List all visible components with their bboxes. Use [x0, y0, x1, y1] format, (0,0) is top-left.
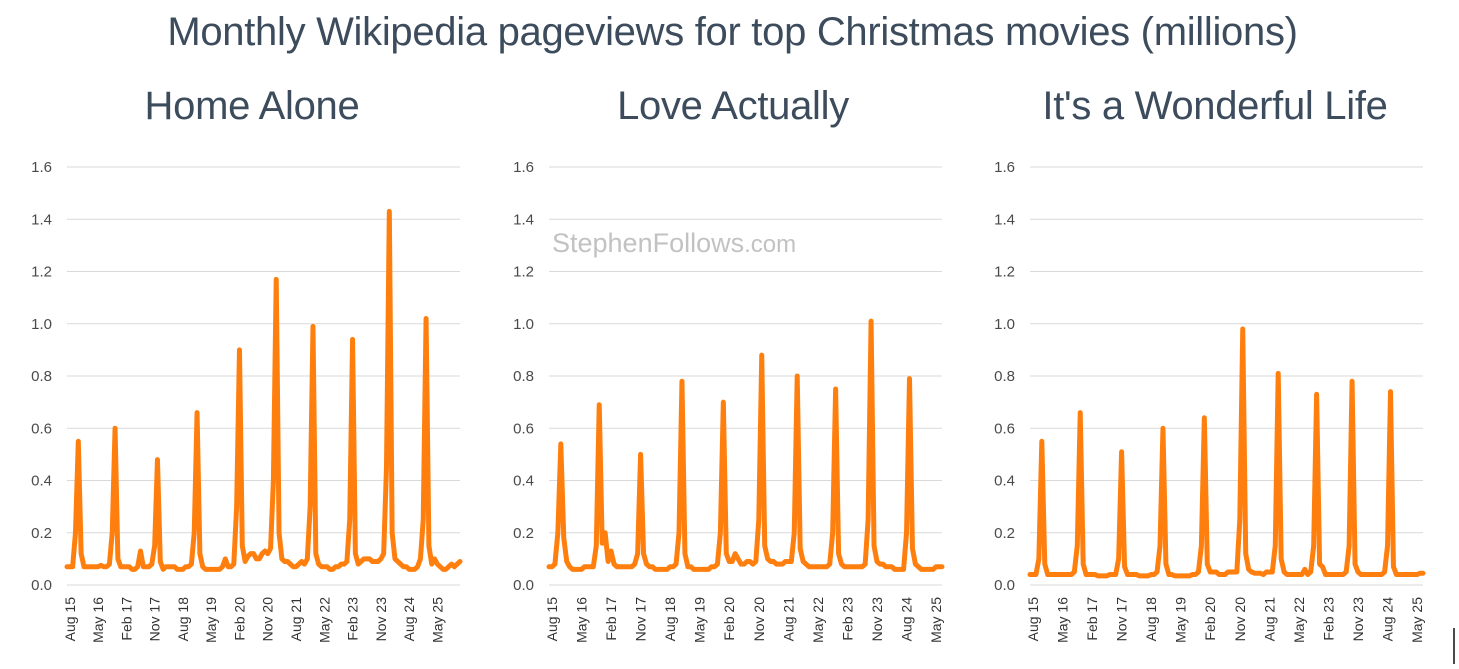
home-alone-ytick-label-0: 0.0	[31, 577, 52, 594]
panel-title-love-actually: Love Actually	[617, 84, 849, 128]
love-actually-ytick-label-2: 0.4	[513, 473, 534, 490]
love-actually-xtick-label-13: May 25	[928, 597, 944, 643]
home-alone-xtick-label-4: Aug 18	[175, 597, 191, 642]
wonderful-life-ytick-label-1: 0.2	[994, 525, 1015, 542]
home-alone-xtick-label-11: Nov 23	[373, 597, 389, 642]
home-alone-xtick-label-3: Nov 17	[147, 597, 163, 642]
edge-divider	[1453, 628, 1455, 664]
love-actually-ytick-label-6: 1.2	[513, 264, 534, 281]
watermark: StephenFollows.com	[552, 228, 797, 258]
wonderful-life-xtick-label-0: Aug 15	[1025, 597, 1041, 642]
home-alone-xtick-label-1: May 16	[90, 597, 106, 643]
home-alone-ytick-label-3: 0.6	[31, 420, 52, 437]
love-actually-xtick-label-3: Nov 17	[633, 597, 649, 642]
love-actually-ytick-label-1: 0.2	[513, 525, 534, 542]
home-alone-xtick-label-7: Nov 20	[260, 597, 276, 642]
wonderful-life-ytick-label-5: 1.0	[994, 316, 1015, 333]
home-alone-xtick-label-13: May 25	[429, 597, 445, 643]
love-actually-ytick-label-4: 0.8	[513, 368, 534, 385]
wonderful-life-xtick-label-11: Nov 23	[1350, 597, 1366, 642]
wonderful-life-xtick-label-3: Nov 17	[1114, 597, 1130, 642]
wonderful-life-ytick-label-0: 0.0	[994, 577, 1015, 594]
wonderful-life-xtick-label-9: May 22	[1291, 597, 1307, 643]
home-alone-ytick-label-5: 1.0	[31, 316, 52, 333]
wonderful-life-xtick-label-7: Nov 20	[1232, 597, 1248, 642]
love-actually-series-line	[546, 318, 945, 572]
wonderful-life-ytick-label-3: 0.6	[994, 420, 1015, 437]
love-actually-xtick-label-4: Aug 18	[662, 597, 678, 642]
wonderful-life-ytick-label-4: 0.8	[994, 368, 1015, 385]
wonderful-life-xtick-label-2: Feb 17	[1084, 597, 1100, 641]
home-alone-ytick-label-2: 0.4	[31, 473, 52, 490]
wonderful-life-ytick-label-8: 1.6	[994, 159, 1015, 176]
home-alone-xtick-label-12: Aug 24	[401, 597, 417, 642]
home-alone-xtick-label-9: May 22	[316, 597, 332, 643]
wonderful-life-series-line	[1027, 326, 1426, 579]
wonderful-life-ytick-label-2: 0.4	[994, 473, 1015, 490]
love-actually-xtick-label-5: May 19	[692, 597, 708, 643]
love-actually-xtick-label-1: May 16	[574, 597, 590, 643]
chart-main-title: Monthly Wikipedia pageviews for top Chri…	[167, 10, 1298, 54]
wonderful-life-xtick-label-8: Aug 21	[1261, 597, 1277, 642]
home-alone-ytick-label-6: 1.2	[31, 264, 52, 281]
home-alone-ytick-label-8: 1.6	[31, 159, 52, 176]
home-alone-xtick-label-5: May 19	[203, 597, 219, 643]
love-actually-ytick-label-5: 1.0	[513, 316, 534, 333]
love-actually-xtick-label-9: May 22	[810, 597, 826, 643]
home-alone-ytick-label-7: 1.4	[31, 211, 52, 228]
love-actually-xtick-label-11: Nov 23	[869, 597, 885, 642]
love-actually-ytick-label-0: 0.0	[513, 577, 534, 594]
love-actually-xtick-label-0: Aug 15	[544, 597, 560, 642]
wonderful-life-xtick-label-10: Feb 23	[1320, 597, 1336, 641]
home-alone-xtick-label-8: Aug 21	[288, 597, 304, 642]
love-actually-xtick-label-2: Feb 17	[603, 597, 619, 641]
home-alone-ytick-label-4: 0.8	[31, 368, 52, 385]
love-actually-ytick-label-7: 1.4	[513, 211, 534, 228]
wonderful-life-xtick-label-1: May 16	[1055, 597, 1071, 643]
love-actually-xtick-label-8: Aug 21	[780, 597, 796, 642]
home-alone-xtick-label-0: Aug 15	[62, 597, 78, 642]
love-actually-xtick-label-12: Aug 24	[899, 597, 915, 642]
home-alone-xtick-label-6: Feb 20	[231, 597, 247, 641]
home-alone-series-line	[64, 208, 463, 572]
wonderful-life-ytick-label-7: 1.4	[994, 211, 1015, 228]
love-actually-ytick-label-8: 1.6	[513, 159, 534, 176]
love-actually-xtick-label-7: Nov 20	[751, 597, 767, 642]
home-alone-xtick-label-10: Feb 23	[345, 597, 361, 641]
home-alone-xtick-label-2: Feb 17	[118, 597, 134, 641]
love-actually-xtick-label-10: Feb 23	[839, 597, 855, 641]
love-actually-ytick-label-3: 0.6	[513, 420, 534, 437]
wonderful-life-xtick-label-5: May 19	[1173, 597, 1189, 643]
wonderful-life-xtick-label-13: May 25	[1409, 597, 1425, 643]
panel-title-home-alone: Home Alone	[144, 84, 360, 128]
wonderful-life-xtick-label-4: Aug 18	[1143, 597, 1159, 642]
home-alone-ytick-label-1: 0.2	[31, 525, 52, 542]
love-actually-xtick-label-6: Feb 20	[721, 597, 737, 641]
wonderful-life-ytick-label-6: 1.2	[994, 264, 1015, 281]
wonderful-life-xtick-label-6: Feb 20	[1202, 597, 1218, 641]
wonderful-life-xtick-label-12: Aug 24	[1380, 597, 1396, 642]
panel-title-wonderful-life: It's a Wonderful Life	[1042, 84, 1388, 128]
